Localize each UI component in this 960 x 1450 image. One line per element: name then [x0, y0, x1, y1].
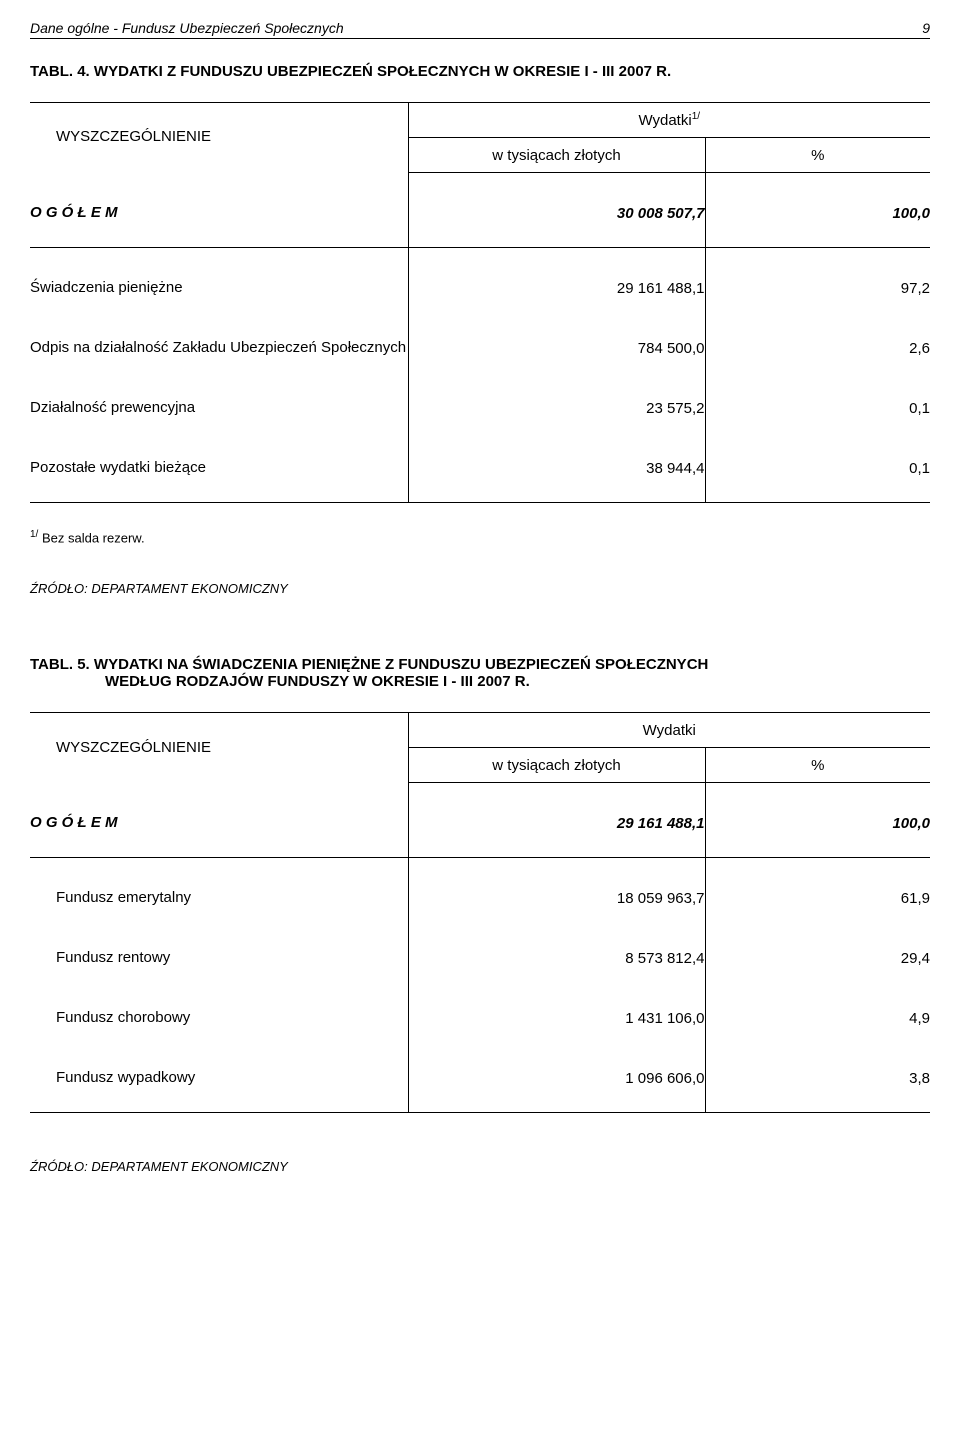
- table4-row: Działalność prewencyjna 23 575,2 0,1: [30, 388, 930, 428]
- table5-row-label: Fundusz rentowy: [30, 938, 408, 978]
- table5-title-line1: WYDATKI NA ŚWIADCZENIA PIENIĘŻNE Z FUNDU…: [94, 656, 708, 673]
- table5-row-val: 1 431 106,0: [408, 998, 705, 1038]
- table4-row-val: 23 575,2: [408, 388, 705, 428]
- table4-footnote-text: Bez salda rezerw.: [42, 530, 145, 545]
- table5-row-label: Fundusz wypadkowy: [30, 1058, 408, 1098]
- table4-sub-pct-header: %: [705, 138, 930, 173]
- table5-title: TABL. 5. WYDATKI NA ŚWIADCZENIA PIENIĘŻN…: [30, 656, 930, 690]
- page-header: Dane ogólne - Fundusz Ubezpieczeń Społec…: [30, 20, 930, 39]
- table4-row-pct: 97,2: [705, 268, 930, 308]
- page-number: 9: [922, 20, 930, 36]
- table4-row-val: 38 944,4: [408, 448, 705, 488]
- table4-total-label: O G Ó Ł E M: [30, 193, 408, 233]
- table5-super-header: Wydatki: [408, 713, 930, 748]
- table4-super-header-footref: 1/: [692, 111, 700, 122]
- table4-row-pct: 0,1: [705, 388, 930, 428]
- table5-row-val: 8 573 812,4: [408, 938, 705, 978]
- table5-row-pct: 4,9: [705, 998, 930, 1038]
- table5-super-header-text: Wydatki: [643, 722, 696, 739]
- table4-row-label: Świadczenia pieniężne: [30, 268, 408, 308]
- table5-total-row: O G Ó Ł E M 29 161 488,1 100,0: [30, 803, 930, 843]
- table5-row-label: Fundusz chorobowy: [30, 998, 408, 1038]
- table5-row-pct: 3,8: [705, 1058, 930, 1098]
- table5-row-pct: 29,4: [705, 938, 930, 978]
- table5-total-label: O G Ó Ł E M: [30, 803, 408, 843]
- table5-row: Fundusz emerytalny 18 059 963,7 61,9: [30, 878, 930, 918]
- table5-row-label: Fundusz emerytalny: [30, 878, 408, 918]
- table5-col-label: WYSZCZEGÓLNIENIE: [30, 713, 408, 783]
- table4-title-prefix: TABL. 4.: [30, 63, 90, 80]
- table4-super-header-text: Wydatki: [638, 112, 691, 129]
- table4-source: ŹRÓDŁO: DEPARTAMENT EKONOMICZNY: [30, 581, 930, 596]
- table5: WYSZCZEGÓLNIENIE Wydatki w tysiącach zło…: [30, 712, 930, 1113]
- table4-row-pct: 2,6: [705, 328, 930, 368]
- table4-row-label: Odpis na działalność Zakładu Ubezpieczeń…: [30, 328, 408, 368]
- table5-source: ŹRÓDŁO: DEPARTAMENT EKONOMICZNY: [30, 1159, 930, 1174]
- table4-col-label: WYSZCZEGÓLNIENIE: [30, 103, 408, 173]
- table4-title: TABL. 4. WYDATKI Z FUNDUSZU UBEZPIECZEŃ …: [30, 63, 930, 80]
- table4-title-text: WYDATKI Z FUNDUSZU UBEZPIECZEŃ SPOŁECZNY…: [94, 63, 671, 80]
- table4-row-val: 784 500,0: [408, 328, 705, 368]
- table5-title-line2: WEDŁUG RODZAJÓW FUNDUSZY W OKRESIE I - I…: [105, 673, 930, 690]
- table5-row: Fundusz rentowy 8 573 812,4 29,4: [30, 938, 930, 978]
- table5-row-val: 1 096 606,0: [408, 1058, 705, 1098]
- table4-row-pct: 0,1: [705, 448, 930, 488]
- table4-row-val: 29 161 488,1: [408, 268, 705, 308]
- table4-total-pct: 100,0: [705, 193, 930, 233]
- table4-sub-val-header: w tysiącach złotych: [408, 138, 705, 173]
- page: Dane ogólne - Fundusz Ubezpieczeń Społec…: [0, 0, 960, 1450]
- table4-total-val: 30 008 507,7: [408, 193, 705, 233]
- table4-super-header: Wydatki1/: [408, 103, 930, 138]
- table5-sub-val-header: w tysiącach złotych: [408, 748, 705, 783]
- table5-title-prefix: TABL. 5.: [30, 656, 90, 673]
- table4-row: Świadczenia pieniężne 29 161 488,1 97,2: [30, 268, 930, 308]
- table4-footnote: 1/ Bez salda rezerw.: [30, 529, 930, 545]
- table4-row-label: Działalność prewencyjna: [30, 388, 408, 428]
- table5-row: Fundusz chorobowy 1 431 106,0 4,9: [30, 998, 930, 1038]
- table4-total-row: O G Ó Ł E M 30 008 507,7 100,0: [30, 193, 930, 233]
- table4-row: Pozostałe wydatki bieżące 38 944,4 0,1: [30, 448, 930, 488]
- table4-footnote-ref: 1/: [30, 529, 38, 540]
- table4-row: Odpis na działalność Zakładu Ubezpieczeń…: [30, 328, 930, 368]
- section-title: Dane ogólne - Fundusz Ubezpieczeń Społec…: [30, 20, 344, 36]
- table5-row: Fundusz wypadkowy 1 096 606,0 3,8: [30, 1058, 930, 1098]
- table5-sub-pct-header: %: [705, 748, 930, 783]
- table5-row-val: 18 059 963,7: [408, 878, 705, 918]
- table5-total-val: 29 161 488,1: [408, 803, 705, 843]
- table5-row-pct: 61,9: [705, 878, 930, 918]
- table4: WYSZCZEGÓLNIENIE Wydatki1/ w tysiącach z…: [30, 102, 930, 503]
- table5-total-pct: 100,0: [705, 803, 930, 843]
- table4-row-label: Pozostałe wydatki bieżące: [30, 448, 408, 488]
